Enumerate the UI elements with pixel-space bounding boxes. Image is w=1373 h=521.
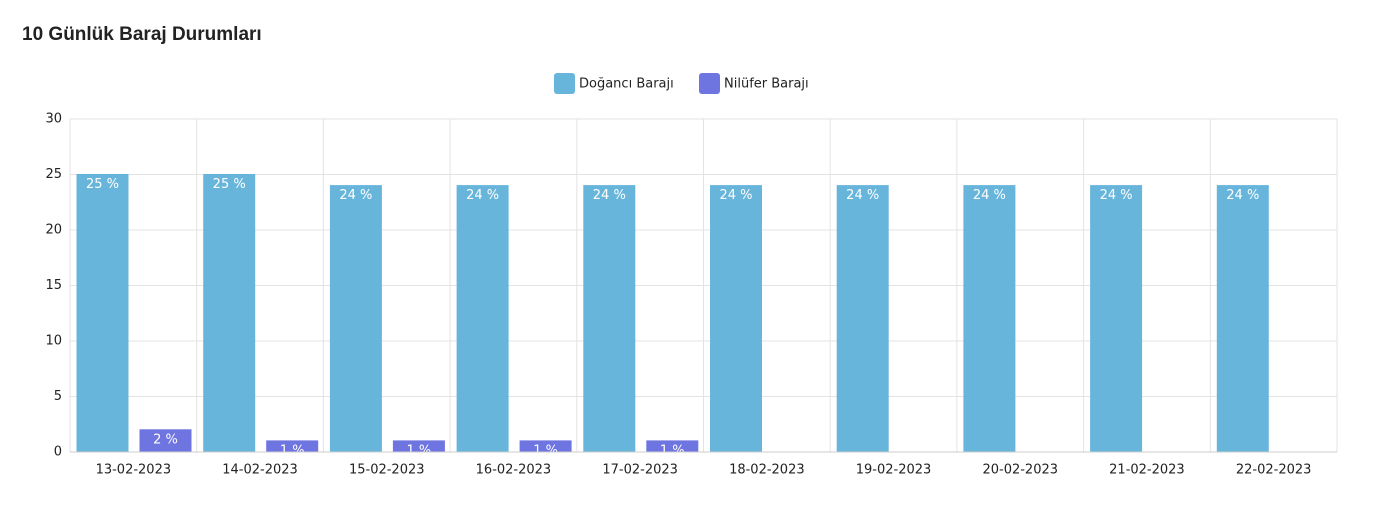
x-tick-label: 16-02-2023 <box>476 463 552 478</box>
y-tick-label: 30 <box>45 112 62 127</box>
value-label: 24 % <box>719 188 752 203</box>
bar <box>583 185 636 453</box>
bar <box>329 185 382 453</box>
y-tick-label: 0 <box>54 445 62 460</box>
y-tick-label: 5 <box>54 389 62 404</box>
x-tick-label: 13-02-2023 <box>96 463 172 478</box>
x-tick-label: 17-02-2023 <box>602 463 678 478</box>
y-tick-label: 15 <box>45 278 62 293</box>
value-label: 2 % <box>153 432 178 447</box>
value-label: 25 % <box>213 177 246 192</box>
bar <box>76 174 129 453</box>
y-tick-label: 20 <box>45 223 62 238</box>
chart-title: 10 Günlük Baraj Durumları <box>22 24 262 45</box>
value-label: 1 % <box>533 443 558 458</box>
value-label: 25 % <box>86 177 119 192</box>
legend-label: Doğancı Barajı <box>579 77 674 92</box>
y-tick-label: 10 <box>45 334 62 349</box>
value-label: 1 % <box>280 443 305 458</box>
value-label: 24 % <box>846 188 879 203</box>
bar <box>1090 185 1143 453</box>
bar <box>203 174 256 453</box>
bar <box>836 185 889 453</box>
value-label: 1 % <box>660 443 685 458</box>
legend-label: Nilüfer Barajı <box>724 77 809 92</box>
value-label: 24 % <box>973 188 1006 203</box>
legend-swatch <box>699 73 720 94</box>
bar <box>456 185 509 453</box>
x-tick-label: 19-02-2023 <box>856 463 932 478</box>
bar <box>1216 185 1269 453</box>
value-label: 24 % <box>1226 188 1259 203</box>
x-tick-label: 21-02-2023 <box>1109 463 1185 478</box>
bar <box>710 185 762 453</box>
bar <box>963 185 1016 453</box>
x-tick-label: 15-02-2023 <box>349 463 425 478</box>
value-label: 24 % <box>593 188 626 203</box>
x-tick-label: 22-02-2023 <box>1236 463 1312 478</box>
value-label: 24 % <box>466 188 499 203</box>
value-label: 1 % <box>407 443 432 458</box>
value-label: 24 % <box>1100 188 1133 203</box>
x-tick-label: 20-02-2023 <box>982 463 1058 478</box>
x-tick-label: 14-02-2023 <box>222 463 298 478</box>
legend-swatch <box>554 73 575 94</box>
y-tick-label: 25 <box>45 167 62 182</box>
value-label: 24 % <box>339 188 372 203</box>
x-tick-label: 18-02-2023 <box>729 463 805 478</box>
